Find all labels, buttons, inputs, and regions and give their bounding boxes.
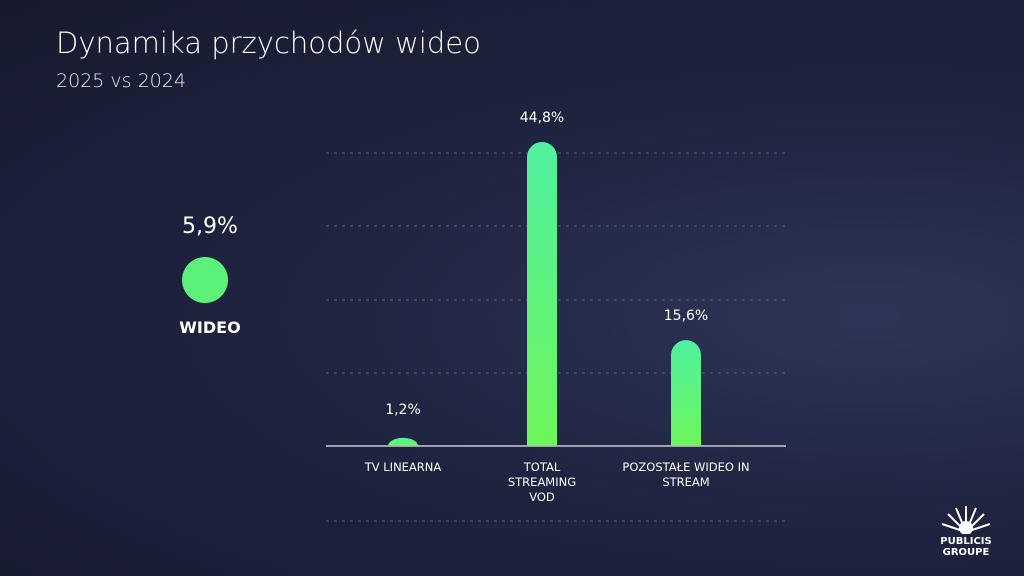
value-label: 44,8% (519, 110, 565, 126)
x-tick-label: TV LINEARNA (364, 460, 442, 474)
bar (388, 437, 418, 446)
highlight-value: 5,9% (182, 214, 238, 239)
value-label: 1,2% (385, 401, 421, 418)
logo: PUBLICIS GROUPE (938, 504, 994, 558)
highlight-label: WIDEO (179, 318, 241, 337)
logo-icon (941, 506, 991, 534)
logo-text: PUBLICIS (940, 536, 992, 547)
title: Dynamika przychodów wideo (56, 26, 481, 60)
highlight-dot (182, 257, 228, 303)
bar (671, 340, 701, 446)
x-tick-label: POZOSTAŁE WIDEO IN STREAM (622, 460, 750, 489)
bar (527, 142, 557, 446)
logo-text: GROUPE (942, 547, 990, 558)
value-label: 15,6% (663, 308, 709, 325)
x-tick-label: TOTAL STREAMING VOD (507, 460, 577, 504)
subtitle: 2025 vs 2024 (56, 70, 186, 92)
